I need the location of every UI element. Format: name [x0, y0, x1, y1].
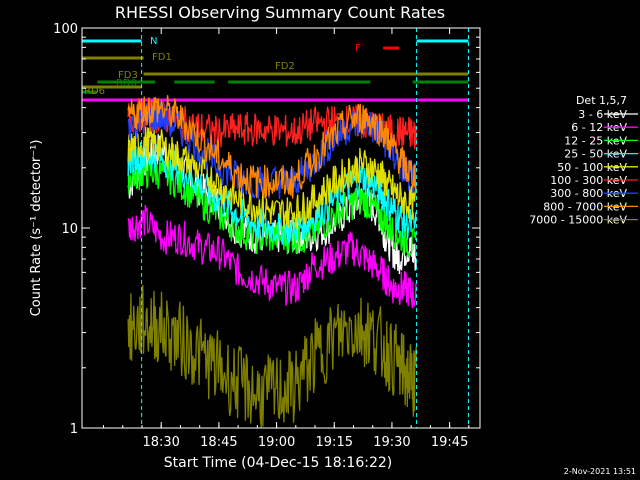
legend-item-800-7000-kev: 800 - 7000 keV: [543, 200, 627, 213]
flag-label-fd1: FD1: [152, 52, 172, 63]
flag-label-f: F: [355, 43, 361, 54]
y-tick-label-2: 100: [53, 22, 78, 37]
y-tick-label-1: 10: [61, 222, 78, 237]
legend-item-100-300-kev: 100 - 300 keV: [550, 174, 627, 187]
vertical-markers: [141, 28, 469, 428]
x-tick-label-0: 18:30: [142, 435, 179, 450]
y-tick-label-0: 1: [70, 422, 78, 437]
legend-item-6-12-kev: 6 - 12 keV: [571, 121, 627, 134]
x-tick-label-5: 19:45: [431, 435, 468, 450]
series-line-12-25-kev: [127, 156, 417, 258]
x-tick-label-1: 18:45: [200, 435, 237, 450]
legend-item-3-6-kev: 3 - 6 keV: [578, 108, 627, 121]
legend-item-7000-15000-kev: 7000 - 15000 keV: [529, 214, 627, 227]
series-line-50-100-kev: [127, 126, 417, 230]
flag-label-n: N: [150, 36, 157, 47]
legend-item-25-50-kev: 25 - 50 keV: [564, 148, 627, 161]
x-axis-label: Start Time (04-Dec-15 18:16:22): [164, 455, 392, 471]
axes: 18:30 18:45 19:00 19:15 19:30 19:45 1 10 100: [53, 22, 480, 450]
legend-item-300-800-kev: 300 - 800 keV: [550, 187, 627, 200]
series-line-6-12-kev: [127, 204, 417, 309]
chart-title: RHESSI Observing Summary Count Rates: [115, 3, 445, 22]
legend-item-12-25-kev: 12 - 25 keV: [564, 134, 627, 147]
flag-label-rd0: RD0: [116, 78, 137, 89]
x-tick-label-3: 19:15: [316, 435, 353, 450]
flag-label-fd3: FD3: [118, 70, 138, 81]
series-line-800-7000-kev: [127, 95, 417, 200]
flag-label-fd2: FD2: [275, 61, 295, 72]
series-line-3-6-kev: [127, 134, 417, 274]
timestamp: 2-Nov-2021 13:51: [564, 467, 636, 476]
legend-item-50-100-kev: 50 - 100 keV: [557, 161, 627, 174]
legend-title: Det 1,5,7: [576, 94, 627, 107]
x-tick-label-4: 19:30: [373, 435, 410, 450]
y-axis-label: Count Rate (s⁻¹ detector⁻¹): [29, 140, 44, 317]
flag-label-rd6: RD6: [84, 86, 105, 97]
series-layer: [127, 95, 417, 428]
series-line-7000-15000-kev: [127, 284, 417, 428]
x-tick-label-2: 19:00: [258, 435, 295, 450]
